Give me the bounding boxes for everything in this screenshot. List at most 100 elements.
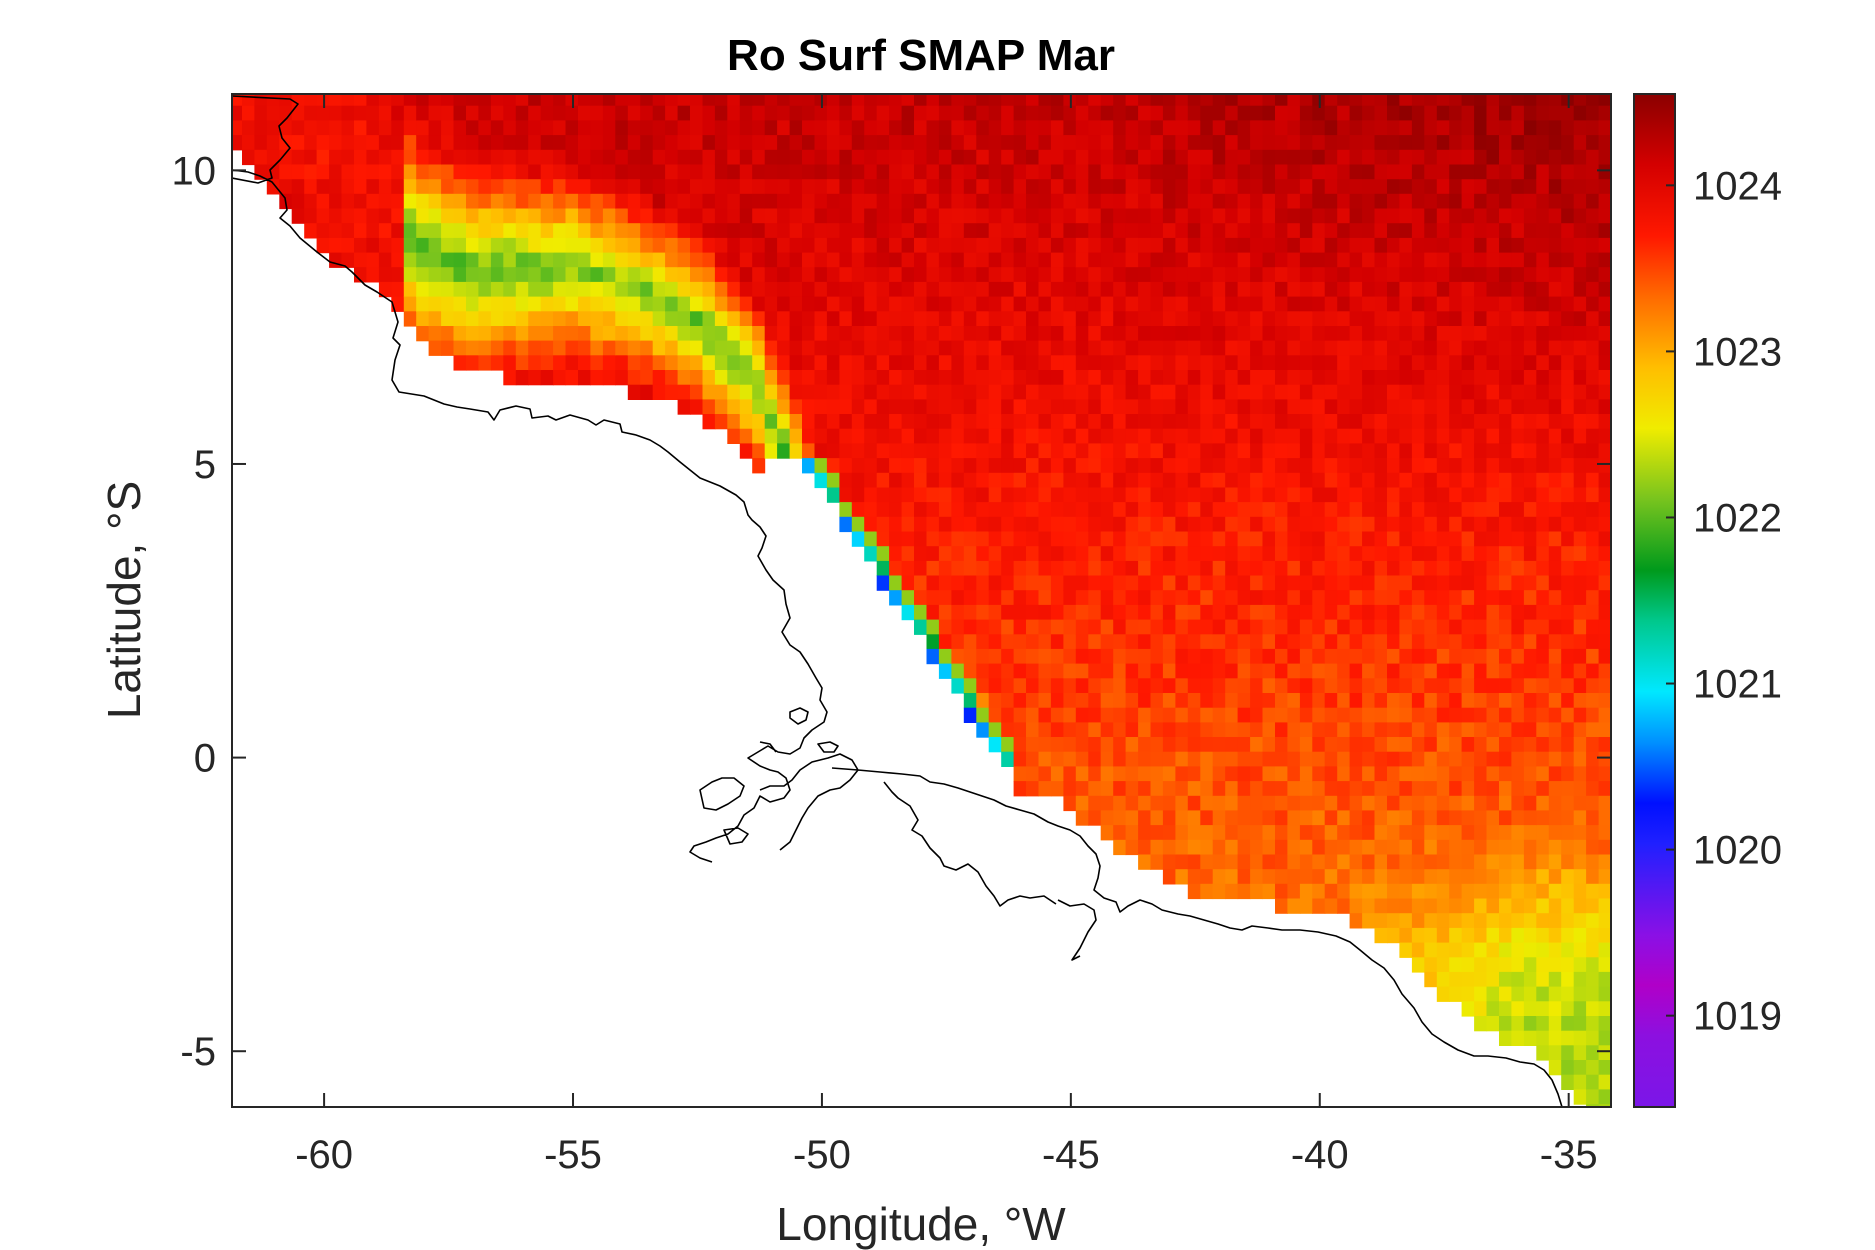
heatmap-cell: [1262, 179, 1276, 195]
heatmap-cell: [1038, 707, 1052, 723]
heatmap-cell: [1374, 237, 1388, 254]
heatmap-cell: [1424, 619, 1438, 635]
heatmap-cell: [578, 135, 591, 151]
heatmap-cell: [1088, 414, 1102, 430]
heatmap-cell: [1337, 869, 1351, 885]
heatmap-cell: [1598, 869, 1611, 885]
heatmap-cell: [1486, 105, 1500, 121]
heatmap-cell: [329, 164, 343, 180]
heatmap-cell: [1486, 208, 1500, 224]
heatmap-cell: [1374, 223, 1388, 239]
heatmap-cell: [1237, 149, 1251, 166]
heatmap-cell: [1611, 297, 1624, 312]
heatmap-cell: [1499, 267, 1512, 283]
heatmap-cell: [1548, 296, 1562, 312]
heatmap-cell: [876, 487, 890, 503]
heatmap-cell: [1299, 678, 1313, 694]
heatmap-cell: [1212, 326, 1226, 342]
heatmap-cell: [1138, 296, 1152, 312]
heatmap-cell: [1275, 105, 1288, 121]
heatmap-cell: [963, 120, 977, 136]
heatmap-cell: [1063, 252, 1077, 268]
heatmap-cell: [714, 223, 728, 239]
heatmap-cell: [901, 237, 915, 254]
heatmap-cell: [1063, 179, 1077, 195]
heatmap-cell: [1162, 678, 1176, 694]
heatmap-cell: [1013, 737, 1027, 753]
heatmap-cell: [1187, 854, 1201, 870]
heatmap-cell: [1536, 766, 1550, 782]
heatmap-cell: [789, 355, 803, 371]
x-axis-ticks: -60 -55 -50 -45 -40 -35: [295, 94, 1598, 1177]
heatmap-cell: [963, 516, 977, 533]
heatmap-cell: [1299, 810, 1313, 826]
heatmap-cell: [1187, 693, 1201, 709]
heatmap-cell: [1449, 502, 1463, 518]
heatmap-cell: [1474, 707, 1488, 723]
heatmap-cell: [1125, 648, 1139, 665]
heatmap-cell: [1175, 208, 1189, 224]
heatmap-cell: [1449, 663, 1463, 679]
heatmap-cell: [714, 281, 728, 298]
heatmap-cell: [1424, 443, 1438, 459]
heatmap-cell: [1337, 428, 1351, 444]
heatmap-cell: [826, 428, 840, 444]
heatmap-cell: [1050, 355, 1064, 371]
heatmap-cell: [1312, 751, 1326, 767]
heatmap-cell: [1237, 546, 1251, 562]
heatmap-cell: [1349, 751, 1363, 767]
heatmap-cell: [1187, 560, 1201, 577]
heatmap-cell: [1436, 560, 1450, 577]
heatmap-cell: [1001, 340, 1015, 356]
heatmap-cell: [926, 267, 940, 283]
heatmap-cell: [1275, 237, 1288, 254]
heatmap-cell: [1362, 414, 1376, 430]
heatmap-cell: [1262, 208, 1276, 224]
heatmap-cell: [901, 428, 915, 444]
heatmap-cell: [578, 355, 591, 371]
heatmap-cell: [926, 487, 940, 503]
heatmap-cell: [864, 399, 878, 415]
heatmap-cell: [976, 326, 990, 342]
heatmap-cell: [1411, 193, 1425, 210]
heatmap-cell: [1536, 502, 1550, 518]
heatmap-cell: [1287, 414, 1301, 430]
heatmap-cell: [1200, 414, 1214, 430]
heatmap-cell: [1225, 120, 1239, 136]
heatmap-cell: [1100, 94, 1114, 107]
heatmap-cell: [1411, 737, 1425, 753]
heatmap-cell: [1523, 648, 1537, 665]
heatmap-cell: [826, 458, 840, 474]
heatmap-cell: [1536, 428, 1550, 444]
heatmap-cell: [1299, 443, 1313, 459]
heatmap-cell: [391, 252, 405, 268]
heatmap-cell: [802, 281, 815, 298]
heatmap-cell: [478, 135, 492, 151]
heatmap-cell: [1337, 487, 1351, 503]
heatmap-cell: [1001, 678, 1015, 694]
heatmap-cell: [1548, 105, 1562, 121]
heatmap-cell: [1162, 825, 1176, 841]
heatmap-cell: [988, 252, 1002, 268]
heatmap-cell: [291, 120, 305, 136]
heatmap-cell: [1287, 370, 1301, 386]
heatmap-cell: [1486, 458, 1500, 474]
heatmap-cell: [1225, 135, 1239, 151]
heatmap-cell: [515, 370, 529, 386]
heatmap-cell: [1225, 663, 1239, 679]
heatmap-cell: [963, 707, 977, 723]
heatmap-cell: [1511, 766, 1525, 782]
heatmap-cell: [1038, 502, 1052, 518]
heatmap-cell: [1275, 737, 1288, 753]
heatmap-cell: [802, 120, 815, 136]
heatmap-cell: [1586, 971, 1600, 988]
heatmap-cell: [926, 311, 940, 327]
heatmap-cell: [428, 296, 442, 312]
heatmap-cell: [1499, 839, 1512, 856]
heatmap-cell: [727, 311, 741, 327]
heatmap-cell: [1499, 957, 1512, 973]
heatmap-cell: [1162, 281, 1176, 298]
heatmap-cell: [1287, 707, 1301, 723]
heatmap-cell: [976, 546, 990, 562]
heatmap-cell: [914, 370, 927, 386]
